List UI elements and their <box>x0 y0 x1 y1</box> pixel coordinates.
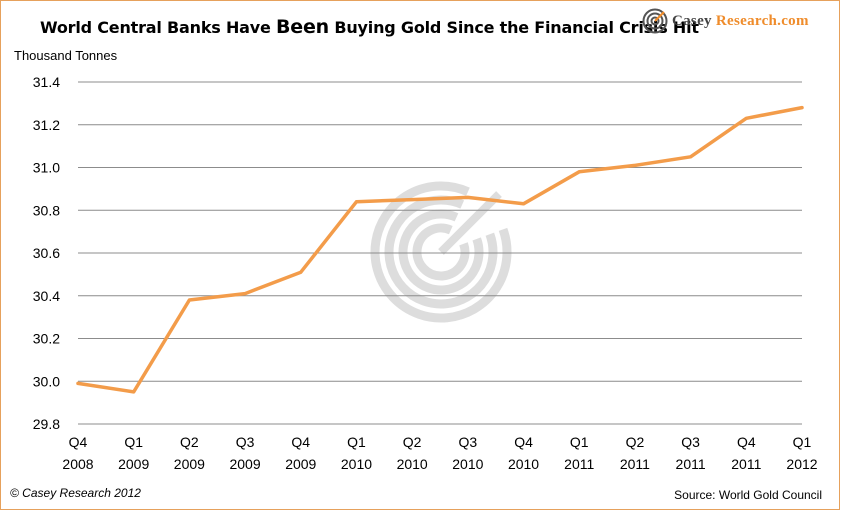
y-tick-label: 30.0 <box>33 373 60 389</box>
x-tick-label-quarter: Q1 <box>793 434 812 450</box>
title-emphasis: Been <box>276 16 329 38</box>
x-tick-label-year: 2010 <box>397 456 428 472</box>
copyright-text: © Casey Research 2012 <box>10 486 141 500</box>
data-point <box>354 200 358 204</box>
chart-title: World Central Banks Have Been Buying Gol… <box>40 16 699 38</box>
y-tick-label: 29.8 <box>33 416 60 432</box>
series-group <box>76 105 804 394</box>
y-tick-label: 31.2 <box>33 117 60 133</box>
x-tick-label-quarter: Q1 <box>570 434 589 450</box>
x-tick-label-quarter: Q1 <box>124 434 143 450</box>
logo-text: Casey Research.com <box>672 13 809 30</box>
data-point <box>633 163 637 167</box>
x-tick-label-quarter: Q3 <box>681 434 700 450</box>
x-tick-label-quarter: Q3 <box>459 434 478 450</box>
x-tick-label-quarter: Q4 <box>291 434 310 450</box>
title-suffix: Buying Gold Since the Financial Crisis H… <box>329 18 699 37</box>
x-tick-label-year: 2008 <box>62 456 93 472</box>
data-point <box>132 390 136 394</box>
x-tick-label-year: 2010 <box>508 456 539 472</box>
x-tick-label-year: 2010 <box>452 456 483 472</box>
x-tick-label-year: 2009 <box>229 456 260 472</box>
data-point <box>522 202 526 206</box>
data-point <box>689 155 693 159</box>
x-tick-label-year: 2010 <box>341 456 372 472</box>
data-point <box>187 298 191 302</box>
logo-text-suffix: .com <box>777 12 809 29</box>
series-line <box>76 105 804 394</box>
y-tick-label: 31.0 <box>33 160 60 176</box>
watermark-arrow <box>438 191 502 255</box>
x-tick-label-year: 2012 <box>786 456 817 472</box>
watermark-ring <box>384 195 498 309</box>
y-tick-label: 31.4 <box>33 74 60 90</box>
logo-text-accent: Research <box>715 12 778 29</box>
x-tick-label-quarter: Q4 <box>69 434 88 450</box>
y-tick-label: 30.2 <box>33 331 60 347</box>
x-tick-label-quarter: Q3 <box>236 434 255 450</box>
watermark-ring <box>398 209 484 295</box>
x-tick-label-year: 2011 <box>620 456 650 472</box>
x-tick-label-quarter: Q2 <box>626 434 645 450</box>
y-axis-label: Thousand Tonnes <box>14 48 118 63</box>
target-watermark-icon <box>370 181 512 323</box>
y-tick-label: 30.8 <box>33 202 60 218</box>
x-tick-label-year: 2009 <box>174 456 205 472</box>
x-tick-label-year: 2011 <box>731 456 761 472</box>
data-point <box>243 292 247 296</box>
x-tick-label-quarter: Q2 <box>403 434 422 450</box>
x-tick-label-quarter: Q2 <box>180 434 199 450</box>
x-tick-label-quarter: Q1 <box>347 434 366 450</box>
y-tick-label: 30.4 <box>33 288 60 304</box>
data-point <box>577 170 581 174</box>
logo-text-main: Casey <box>672 12 716 29</box>
data-point <box>800 106 804 110</box>
x-tick-label-quarter: Q4 <box>737 434 756 450</box>
x-tick-label-year: 2009 <box>118 456 149 472</box>
data-point <box>466 195 470 199</box>
data-point <box>744 116 748 120</box>
data-point <box>299 270 303 274</box>
watermark-ring <box>412 223 470 281</box>
x-tick-label-year: 2011 <box>564 456 594 472</box>
casey-research-logo: Casey Research.com <box>642 8 809 34</box>
source-text: Source: World Gold Council <box>674 488 822 502</box>
data-point <box>410 198 414 202</box>
data-point <box>76 381 80 385</box>
title-prefix: World Central Banks Have <box>40 18 277 37</box>
y-tick-label: 30.6 <box>33 245 60 261</box>
watermark-ring <box>370 181 512 323</box>
y-tick-labels: 29.8 30.0 30.2 30.4 30.6 30.8 31.0 31.2 31.4 <box>33 74 60 432</box>
x-tick-label-quarter: Q4 <box>514 434 533 450</box>
gridlines <box>78 81 802 425</box>
x-tick-labels: Q4 2008 Q1 2009 Q2 2009 Q3 2009 Q4 2009 Q1 2010 Q2 20… <box>62 434 817 472</box>
x-tick-label-year: 2009 <box>285 456 316 472</box>
x-tick-label-year: 2011 <box>676 456 706 472</box>
target-icon <box>642 8 668 34</box>
